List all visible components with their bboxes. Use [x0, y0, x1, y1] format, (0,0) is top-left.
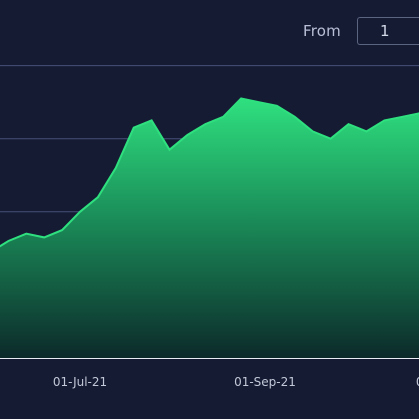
x-tick-label: 01-Nov-21 [416, 375, 419, 389]
series-line [0, 97, 419, 248]
x-axis-ticks: 01-Jul-21 01-Sep-21 01-Nov-21 [53, 375, 419, 389]
x-tick-label: 01-Jul-21 [53, 375, 107, 389]
range-selector: From [303, 14, 419, 48]
from-label: From [303, 22, 341, 40]
x-tick-label: 01-Sep-21 [234, 375, 296, 389]
from-date-input[interactable] [357, 17, 419, 45]
series-area [0, 98, 419, 358]
